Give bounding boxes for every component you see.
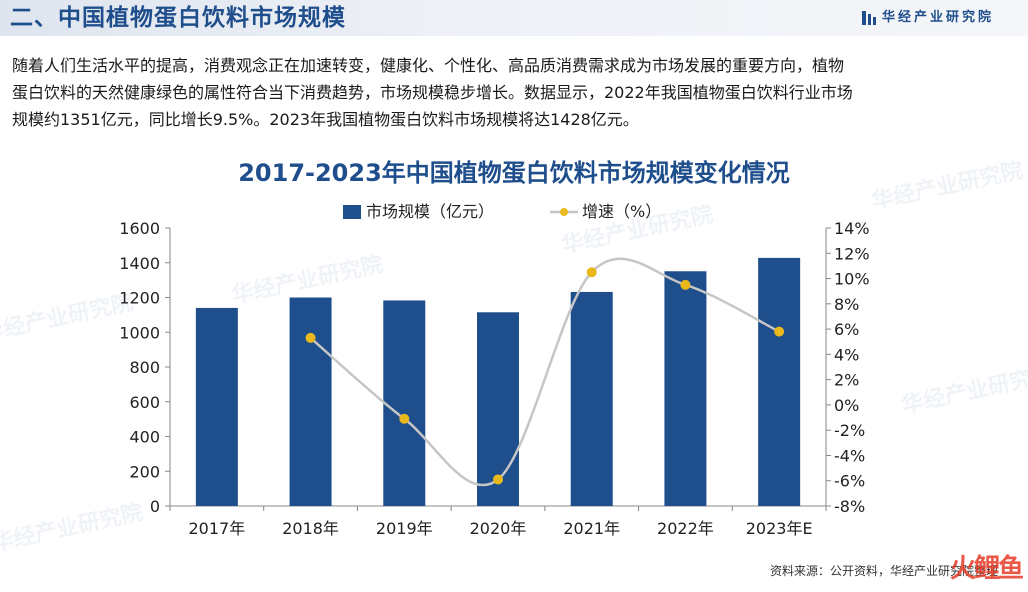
right-tick-label: 14% [834, 219, 870, 238]
growth-point [305, 332, 316, 343]
x-tick-label: 2017年 [188, 519, 245, 538]
bar [664, 271, 707, 506]
right-tick-label: 10% [834, 270, 870, 289]
growth-point [399, 413, 410, 424]
header-band [0, 0, 1028, 36]
right-tick-label: -2% [834, 421, 865, 440]
growth-point [493, 474, 503, 485]
legend-line-label: 增速（%） [582, 202, 661, 221]
x-tick-label: 2020年 [470, 519, 527, 538]
left-tick-label: 400 [129, 428, 160, 447]
bar [758, 257, 801, 506]
paragraph-line: 蛋白饮料的天然健康绿色的属性符合当下消费趋势，市场规模稳步增长。数据显示，202… [12, 83, 853, 102]
paragraph-line: 规模约1351亿元，同比增长9.5%。2023年我国植物蛋白饮料市场规模将达14… [12, 110, 639, 129]
right-tick-label: 2% [834, 371, 859, 390]
legend-bar-label: 市场规模（亿元） [366, 202, 494, 221]
left-tick-label: 800 [129, 358, 160, 377]
left-tick-label: 1200 [119, 289, 160, 308]
right-tick-label: 12% [834, 244, 870, 263]
right-tick-label: -6% [834, 472, 865, 491]
right-tick-label: 0% [834, 396, 859, 415]
x-tick-label: 2022年 [657, 519, 714, 538]
bar [383, 300, 426, 506]
right-tick-label: -8% [834, 497, 865, 516]
section-title: 二、中国植物蛋白饮料市场规模 [10, 5, 346, 31]
growth-point [774, 326, 785, 337]
x-tick-label: 2018年 [282, 519, 339, 538]
chart-title: 2017-2023年中国植物蛋白饮料市场规模变化情况 [238, 159, 790, 187]
right-tick-label: 8% [834, 295, 859, 314]
x-tick-label: 2021年 [563, 519, 620, 538]
left-tick-label: 1600 [119, 219, 160, 238]
x-tick-label: 2019年 [376, 519, 433, 538]
paragraph-line: 随着人们生活水平的提高，消费观念正在加速转变，健康化、个性化、高品质消费需求成为… [12, 56, 845, 75]
left-tick-label: 0 [150, 497, 160, 516]
x-tick-label: 2023年E [746, 519, 813, 538]
bar [289, 297, 332, 506]
left-tick-label: 1000 [119, 323, 160, 342]
right-tick-label: 4% [834, 345, 859, 364]
left-tick-label: 200 [129, 462, 160, 481]
source-note: 资料来源：公开资料，华经产业研究院整理 [769, 564, 998, 578]
growth-point [586, 267, 597, 278]
left-tick-label: 600 [129, 393, 160, 412]
left-tick-label: 1400 [119, 254, 160, 273]
legend-bar-swatch [343, 205, 361, 219]
growth-point [680, 279, 691, 290]
right-tick-label: -4% [834, 446, 865, 465]
bar [570, 291, 613, 506]
bar [477, 312, 519, 506]
legend-line-marker [560, 208, 568, 216]
brand-name: 华经产业研究院 [881, 10, 994, 25]
intro-paragraph: 随着人们生活水平的提高，消费观念正在加速转变，健康化、个性化、高品质消费需求成为… [12, 52, 1002, 133]
growth-line [309, 257, 780, 487]
brand-logo: 华经产业研究院 [861, 6, 994, 30]
right-tick-label: 6% [834, 320, 859, 339]
brand-icon [861, 11, 876, 25]
bar [195, 307, 238, 506]
corner-logo: 火鲤鱼 [949, 554, 1024, 584]
